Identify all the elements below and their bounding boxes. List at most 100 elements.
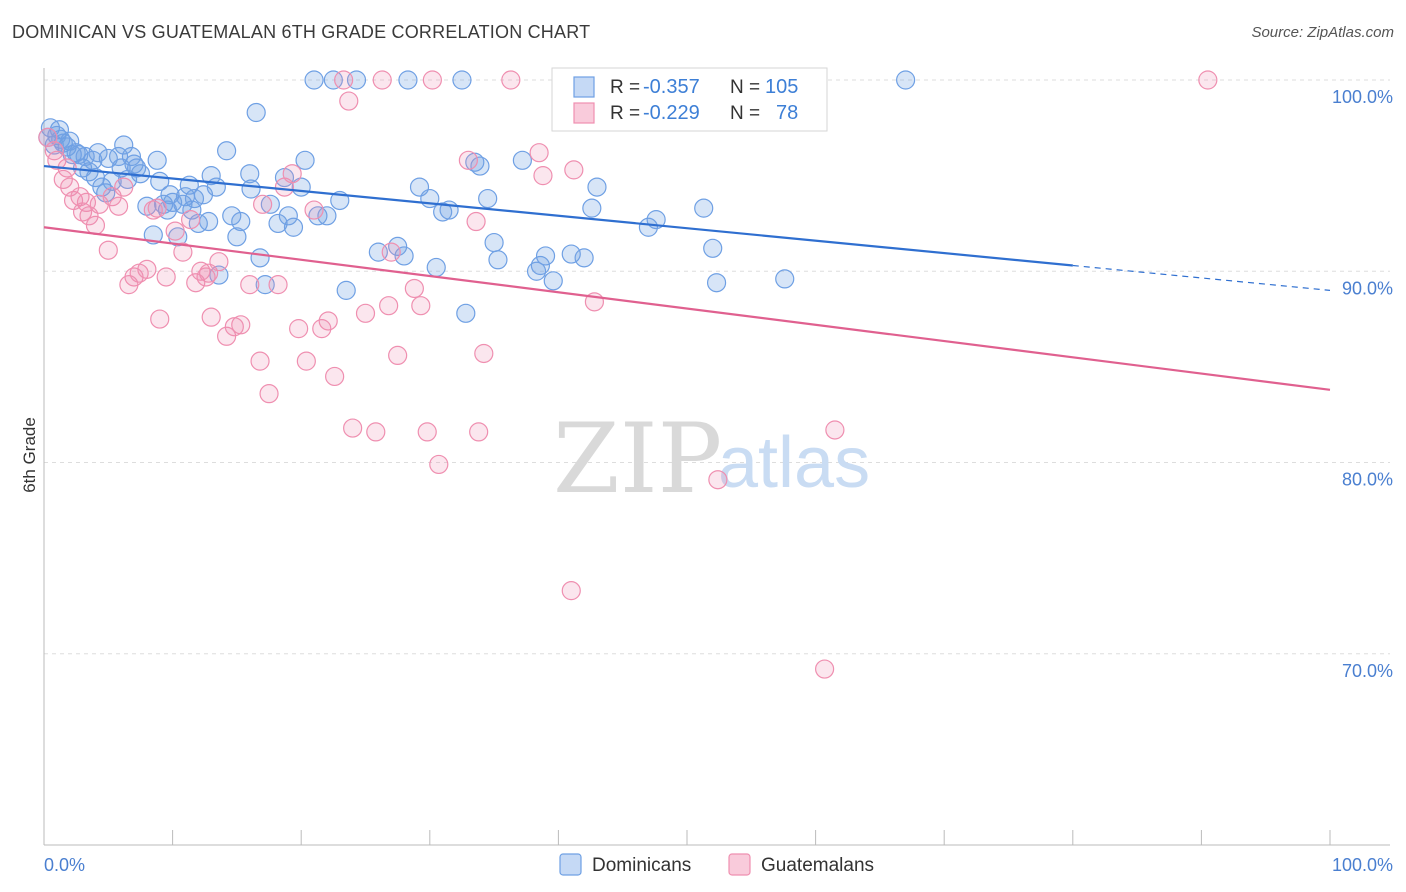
- watermark-atlas: atlas: [718, 423, 870, 503]
- point-dominicans-73: [452, 70, 472, 90]
- point-guatemalans-71: [44, 141, 64, 161]
- point-dominicans-93: [706, 273, 727, 293]
- point-guatemalans-20: [156, 267, 176, 287]
- legend-box-frame: [551, 67, 828, 132]
- point-guatemalans-28: [209, 252, 229, 272]
- point-guatemalans-70: [1198, 70, 1218, 90]
- legend-r-label-1: R =: [610, 77, 640, 98]
- point-dominicans-94: [775, 269, 795, 289]
- point-dominicans-60: [323, 70, 343, 90]
- point-guatemalans-37: [282, 164, 302, 184]
- data-points: [38, 70, 1218, 679]
- point-guatemalans-27: [201, 307, 221, 327]
- point-guatemalans-50: [379, 296, 399, 316]
- point-guatemalans-75: [196, 267, 216, 287]
- point-guatemalans-57: [458, 150, 478, 170]
- point-guatemalans-74: [147, 198, 167, 218]
- point-guatemalans-21: [165, 221, 185, 241]
- point-dominicans-42: [217, 141, 237, 161]
- point-guatemalans-13: [114, 177, 134, 197]
- point-guatemalans-63: [533, 166, 553, 186]
- point-guatemalans-40: [304, 200, 324, 220]
- point-guatemalans-67: [708, 470, 728, 490]
- point-dominicans-50: [260, 194, 280, 214]
- point-dominicans-101: [126, 158, 147, 178]
- y-tick-label-90: 90.0%: [1342, 278, 1393, 298]
- point-dominicans-88: [587, 177, 607, 197]
- point-dominicans-83: [535, 246, 556, 266]
- legend-n-value-1: 105: [765, 76, 798, 98]
- point-guatemalans-60: [474, 343, 494, 364]
- point-guatemalans-17: [137, 259, 157, 279]
- point-guatemalans-24: [186, 273, 206, 293]
- point-guatemalans-64: [561, 581, 581, 601]
- point-guatemalans-52: [404, 278, 424, 299]
- point-guatemalans-46: [343, 418, 363, 438]
- point-guatemalans-43: [325, 366, 345, 387]
- point-guatemalans-76: [253, 194, 273, 214]
- point-guatemalans-33: [250, 351, 270, 371]
- point-dominicans-79: [488, 250, 508, 270]
- point-guatemalans-47: [355, 303, 376, 323]
- point-dominicans-26: [147, 150, 167, 170]
- legend-swatch-guatemalans: [573, 102, 595, 124]
- point-guatemalans-68: [815, 659, 835, 679]
- x-tick-label-0: 0.0%: [44, 855, 85, 875]
- point-guatemalans-49: [372, 70, 392, 90]
- point-guatemalans-2: [53, 169, 73, 190]
- point-guatemalans-12: [108, 196, 129, 216]
- axes: [43, 68, 1390, 846]
- y-axis-title: 6th Grade: [20, 417, 39, 493]
- point-dominicans-45: [231, 211, 251, 232]
- point-guatemalans-51: [388, 345, 408, 365]
- point-dominicans-70: [426, 257, 446, 278]
- point-dominicans-46: [240, 164, 260, 184]
- x-tick-labels: 0.0% 100.0%: [44, 855, 1393, 875]
- point-guatemalans-45: [339, 91, 359, 111]
- point-guatemalans-39: [296, 351, 316, 371]
- point-dominicans-39: [201, 166, 221, 186]
- legend-r-value-1: -0.357: [643, 76, 700, 98]
- point-dominicans-104: [241, 179, 261, 199]
- point-guatemalans-35: [268, 275, 288, 295]
- legend-swatch-dominicans: [573, 76, 595, 98]
- point-dominicans-78: [484, 232, 504, 253]
- watermark-zip: ZIP: [553, 403, 722, 515]
- point-guatemalans-38: [289, 319, 309, 339]
- point-guatemalans-32: [240, 275, 260, 295]
- bottom-legend-swatch-guatemalans: [728, 853, 751, 876]
- point-guatemalans-25: [191, 261, 211, 281]
- point-guatemalans-58: [466, 211, 486, 232]
- legend-r-value-2: -0.229: [643, 102, 700, 124]
- y-tick-label-100: 100.0%: [1332, 87, 1393, 107]
- point-guatemalans-77: [381, 242, 401, 262]
- point-guatemalans-56: [429, 454, 449, 475]
- point-guatemalans-73: [72, 202, 93, 222]
- point-guatemalans-34: [259, 384, 279, 404]
- bottom-legend-swatch-dominicans: [559, 853, 582, 876]
- point-dominicans-19: [114, 135, 134, 155]
- bottom-legend-dominicans: Dominicans: [592, 855, 691, 876]
- point-guatemalans-41: [312, 319, 332, 339]
- point-guatemalans-59: [469, 422, 489, 442]
- point-guatemalans-62: [529, 143, 549, 163]
- y-tick-label-80: 80.0%: [1342, 470, 1393, 490]
- point-dominicans-99: [83, 150, 103, 170]
- y-tick-label-70: 70.0%: [1342, 661, 1393, 681]
- point-guatemalans-69: [825, 420, 845, 440]
- point-dominicans-84: [543, 271, 563, 291]
- point-dominicans-76: [470, 156, 490, 176]
- point-guatemalans-31: [231, 315, 251, 335]
- point-guatemalans-54: [417, 422, 437, 442]
- point-dominicans-57: [304, 70, 324, 90]
- point-dominicans-40: [206, 177, 226, 197]
- point-dominicans-95: [896, 70, 916, 90]
- point-dominicans-91: [694, 198, 714, 218]
- bottom-legend-guatemalans: Guatemalans: [761, 855, 874, 876]
- watermark: ZIP atlas: [553, 403, 870, 515]
- point-dominicans-86: [574, 248, 594, 268]
- point-dominicans-56: [295, 150, 315, 170]
- point-guatemalans-19: [150, 309, 170, 329]
- point-guatemalans-44: [334, 70, 354, 90]
